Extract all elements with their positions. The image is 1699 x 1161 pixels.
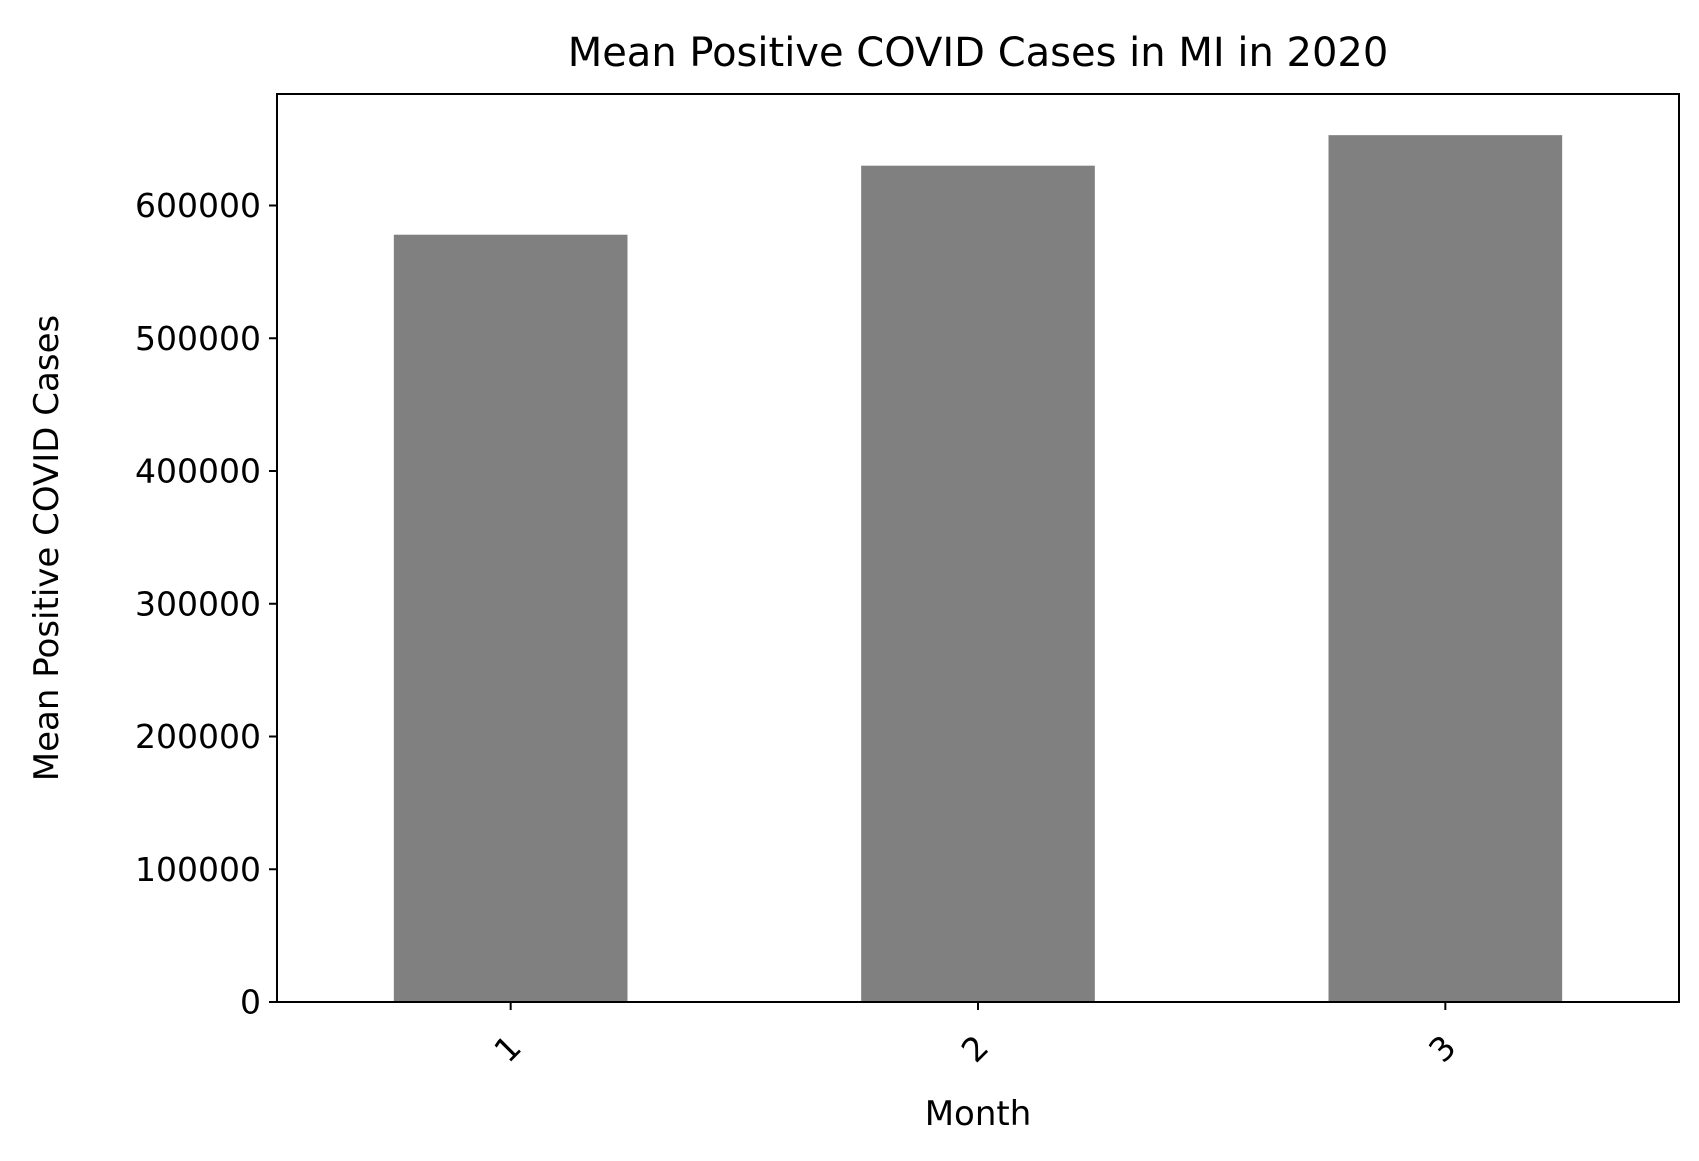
y-tick-label: 500000: [135, 319, 261, 358]
y-axis: 0 100000 200000 300000 400000 500000 600000: [135, 186, 277, 1022]
y-tick-label: 0: [240, 983, 261, 1022]
y-tick-label: 400000: [135, 452, 261, 491]
y-axis-label: Mean Positive COVID Cases: [27, 315, 67, 781]
y-tick-label: 300000: [135, 584, 261, 623]
y-tick-label: 600000: [135, 186, 261, 225]
x-tick-label: 1: [486, 1028, 528, 1070]
bar-2: [861, 165, 1095, 1002]
y-tick-label: 100000: [135, 850, 261, 889]
chart-title: Mean Positive COVID Cases in MI in 2020: [568, 30, 1389, 76]
bars-layer: [393, 135, 1563, 1003]
y-tick-label: 200000: [135, 717, 261, 756]
x-tick-label: 2: [954, 1028, 996, 1070]
x-axis: 1 2 3: [486, 1002, 1463, 1070]
bar-1: [393, 234, 628, 1003]
x-tick-label: 3: [1421, 1028, 1463, 1070]
x-axis-label: Month: [925, 1094, 1032, 1134]
bar-3: [1328, 135, 1563, 1003]
